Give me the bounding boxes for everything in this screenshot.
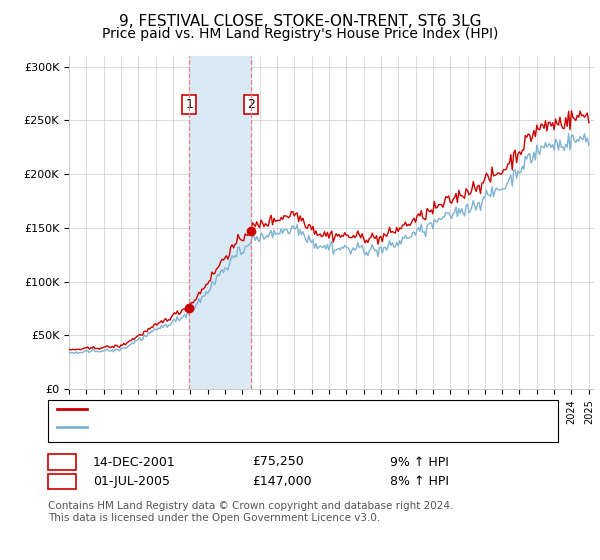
Text: HPI: Average price, detached house, Stoke-on-Trent: HPI: Average price, detached house, Stok… (93, 421, 415, 433)
Text: Price paid vs. HM Land Registry's House Price Index (HPI): Price paid vs. HM Land Registry's House … (102, 27, 498, 41)
Text: 9% ↑ HPI: 9% ↑ HPI (390, 455, 449, 469)
Text: Contains HM Land Registry data © Crown copyright and database right 2024.
This d: Contains HM Land Registry data © Crown c… (48, 501, 454, 523)
Text: 9, FESTIVAL CLOSE, STOKE-ON-TRENT, ST6 3LG: 9, FESTIVAL CLOSE, STOKE-ON-TRENT, ST6 3… (119, 14, 481, 29)
Text: 14-DEC-2001: 14-DEC-2001 (93, 455, 176, 469)
Text: 1: 1 (185, 98, 193, 111)
Text: 1: 1 (58, 455, 66, 469)
Bar (190, 56, 251, 389)
Text: 8% ↑ HPI: 8% ↑ HPI (390, 475, 449, 488)
Text: £75,250: £75,250 (252, 455, 304, 469)
Text: 2: 2 (58, 475, 66, 488)
Text: 9, FESTIVAL CLOSE, STOKE-ON-TRENT, ST6 3LG (detached house): 9, FESTIVAL CLOSE, STOKE-ON-TRENT, ST6 3… (93, 403, 505, 416)
Text: 01-JUL-2005: 01-JUL-2005 (93, 475, 170, 488)
Text: 2: 2 (247, 98, 255, 111)
Text: £147,000: £147,000 (252, 475, 311, 488)
